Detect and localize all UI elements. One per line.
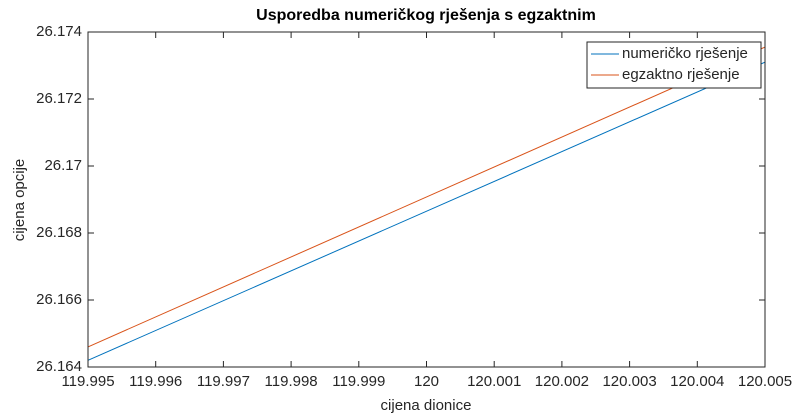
legend-label: numeričko rješenje <box>622 45 748 62</box>
x-tick-label: 120 <box>414 373 439 390</box>
axes-box <box>87 31 766 368</box>
data-line <box>87 46 766 348</box>
x-axis-label: cijena dionice <box>381 397 472 414</box>
x-tick-label: 119.997 <box>197 373 250 390</box>
x-tick-label: 120.005 <box>738 373 792 390</box>
data-line <box>87 61 766 361</box>
x-tick-label: 120.003 <box>602 373 656 390</box>
x-tick-label: 120.002 <box>535 373 589 390</box>
chart-title: Usporedba numeričkog rješenja s egzaktni… <box>256 7 596 24</box>
x-tick-label: 119.998 <box>265 373 318 390</box>
legend-label: egzaktno rješenje <box>622 66 740 83</box>
y-axis-label: cijena opcije <box>11 159 28 242</box>
x-tick-label: 119.995 <box>61 373 114 390</box>
y-tick-label: 26.172 <box>36 90 82 107</box>
x-tick-label: 119.996 <box>129 373 182 390</box>
x-tick-label: 120.001 <box>467 373 521 390</box>
y-tick-label: 26.166 <box>36 291 82 308</box>
y-tick-label: 26.174 <box>36 23 82 40</box>
x-tick-label: 119.999 <box>332 373 385 390</box>
y-tick-label: 26.168 <box>36 224 82 241</box>
y-tick-label: 26.17 <box>44 157 82 174</box>
y-tick-label: 26.164 <box>36 358 82 375</box>
legend-box <box>586 41 762 89</box>
x-tick-label: 120.004 <box>670 373 724 390</box>
